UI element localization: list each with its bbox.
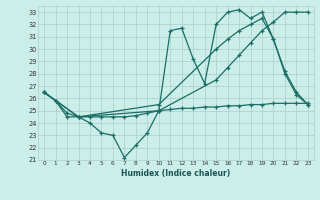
X-axis label: Humidex (Indice chaleur): Humidex (Indice chaleur): [121, 169, 231, 178]
